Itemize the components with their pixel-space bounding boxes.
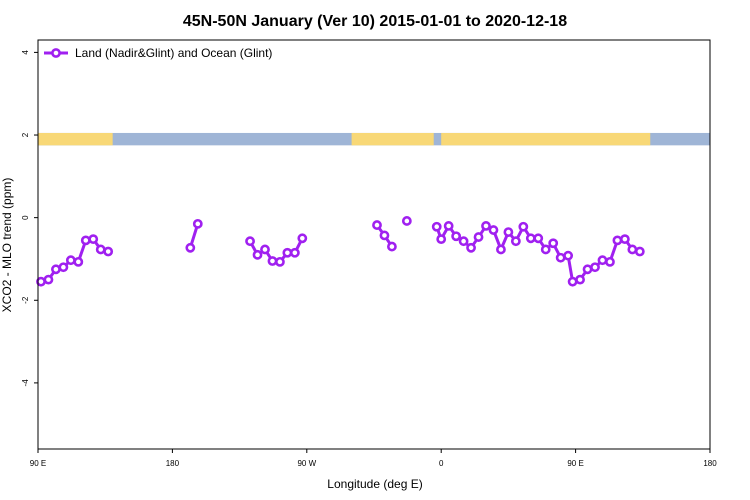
legend-label: Land (Nadir&Glint) and Ocean (Glint) [75, 46, 272, 60]
data-point [567, 276, 578, 287]
data-point [289, 247, 300, 258]
data-point [458, 236, 469, 247]
ticks-layer: 90 E 180 90 W 0 90 E 180 4 2 0 -2 -4 [21, 50, 717, 468]
x-tick-label-2: 90 W [297, 459, 316, 468]
plot-frame [37, 39, 711, 450]
x-tick-label-0: 90 E [30, 459, 46, 468]
y-tick-label-3: -2 [21, 296, 30, 304]
data-point [431, 221, 442, 232]
data-point [466, 242, 476, 253]
x-axis-label: Longitude (deg E) [327, 477, 422, 491]
data-point [245, 236, 255, 247]
land-band-1 [351, 132, 434, 146]
data-point [379, 230, 390, 241]
data-point [80, 235, 91, 246]
data-point [282, 247, 293, 258]
data-point [525, 233, 536, 244]
series-layer [36, 216, 645, 287]
land-ocean-band [38, 132, 710, 146]
data-point [51, 264, 61, 275]
y-axis-label: XCO2 - MLO trend (ppm) [0, 178, 14, 313]
data-point [619, 234, 630, 245]
data-point [582, 264, 593, 275]
data-point [503, 227, 514, 238]
data-point [95, 244, 106, 255]
data-point [634, 246, 645, 257]
data-point [473, 232, 484, 242]
data-point [65, 255, 76, 266]
y-tick-label-4: -4 [21, 379, 30, 387]
data-point [540, 244, 551, 255]
data-point [597, 255, 608, 266]
data-point [267, 256, 278, 266]
y-tick-label-2: 0 [21, 215, 30, 220]
data-point [436, 234, 447, 245]
legend-marker [51, 48, 61, 58]
data-point [548, 238, 559, 249]
land-band-2 [441, 132, 651, 146]
data-point [451, 231, 462, 242]
data-point [297, 233, 308, 244]
data-point [103, 246, 114, 257]
data-point [401, 216, 412, 226]
data-point [73, 256, 84, 267]
data-point [555, 252, 566, 263]
data-point [58, 262, 69, 273]
data-point [387, 241, 397, 252]
x-tick-label-1: 180 [166, 459, 180, 468]
data-point [605, 256, 615, 267]
data-point [563, 250, 574, 261]
data-point [627, 244, 638, 255]
data-point [185, 242, 196, 253]
data-point [518, 221, 529, 232]
legend: Land (Nadir&Glint) and Ocean (Glint) [44, 46, 272, 60]
data-point [43, 274, 54, 285]
data-point [575, 274, 585, 285]
x-tick-label-5: 180 [703, 459, 717, 468]
data-point [252, 249, 263, 260]
data-point [533, 233, 544, 244]
data-point [260, 244, 270, 255]
data-point [612, 235, 623, 246]
y-tick-label-0: 4 [21, 50, 30, 55]
x-tick-label-3: 0 [439, 459, 444, 468]
data-point [443, 221, 454, 231]
data-point [275, 256, 285, 267]
data-point [88, 234, 99, 245]
data-point [192, 218, 203, 229]
y-tick-label-1: 2 [21, 132, 30, 137]
data-point [488, 225, 499, 235]
data-point [510, 236, 521, 247]
data-point [496, 244, 506, 255]
data-point [481, 221, 491, 231]
land-band-0 [38, 132, 113, 146]
data-point [372, 220, 382, 230]
chart-title: 45N-50N January (Ver 10) 2015-01-01 to 2… [183, 13, 567, 30]
data-point [590, 262, 600, 273]
x-tick-label-4: 90 E [567, 459, 583, 468]
